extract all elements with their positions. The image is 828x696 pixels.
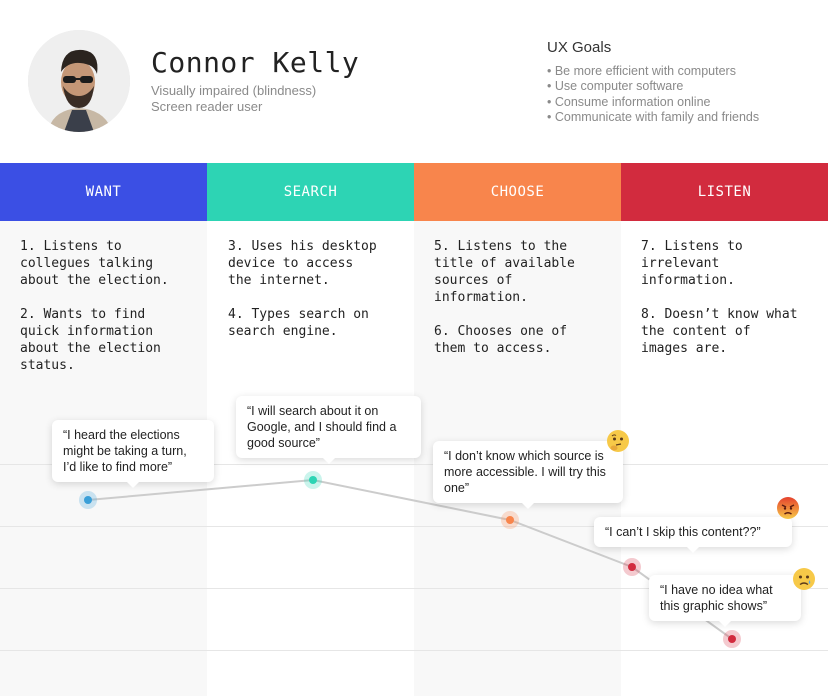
sad-face-icon [792,567,816,591]
stage-label: SEARCH [283,184,338,200]
quote-bubble-want: “I heard the elections might be taking a… [52,420,214,488]
step-text: 5. Listens to the title of available sou… [434,239,575,305]
journey-point [728,635,736,643]
ux-goal-item: • Consume information online [547,95,711,109]
persona-header: Connor Kelly Visually impaired (blindnes… [0,0,828,163]
grid-line [0,650,828,651]
step-text: 1. Listens to collegues talking about th… [20,239,169,288]
quote-bubble-choose: “I don’t know which source is more acces… [433,441,623,509]
step-text: 3. Uses his desktop device to access the… [228,239,377,288]
avatar-photo [28,30,130,132]
stage-header-search: SEARCH [207,163,414,221]
persona-name: Connor Kelly [151,46,360,79]
stage-header-want: WANT [0,163,207,221]
persona-condition: Visually impaired (blindness) [151,83,317,98]
quote-bubble-listen-1: “I can’t I skip this content??” [594,517,792,553]
grid-line [0,526,828,527]
step-text: 2. Wants to find quick information about… [20,307,161,373]
quote-bubble-listen-2: “I have no idea what this graphic shows” [649,575,801,627]
step-text: 8. Doesn’t know what the content of imag… [641,307,798,356]
persona-usage: Screen reader user [151,99,263,114]
angry-face-icon [776,496,800,520]
stage-header-choose: CHOOSE [414,163,621,221]
ux-goal-item: • Be more efficient with computers [547,64,736,78]
quote-bubble-search: “I will search about it on Google, and I… [236,396,421,464]
stage-column-search [207,221,414,696]
grid-line [0,464,828,465]
stage-label: WANT [85,184,122,200]
stage-label: LISTEN [697,184,752,200]
stage-label: CHOOSE [490,184,545,200]
stage-steps-choose: 5. Listens to the title of available sou… [434,238,614,374]
thinking-face-icon [606,429,630,453]
grid-line [0,588,828,589]
step-text: 7. Listens to irrelevant information. [641,239,743,288]
ux-goal-item: • Communicate with family and friends [547,110,760,124]
journey-point [506,516,514,524]
stage-steps-listen: 7. Listens to irrelevant information. 8.… [641,238,826,374]
stage-header-listen: LISTEN [621,163,828,221]
avatar [28,30,130,132]
stage-steps-search: 3. Uses his desktop device to access the… [228,238,408,357]
journey-point [309,476,317,484]
step-text: 4. Types search on search engine. [228,307,369,339]
ux-goals-title: UX Goals [547,39,612,56]
step-text: 6. Chooses one of them to access. [434,324,568,356]
ux-goal-item: • Use computer software [547,79,684,93]
journey-point [628,563,636,571]
journey-point [84,496,92,504]
stage-steps-want: 1. Listens to collegues talking about th… [20,238,200,391]
